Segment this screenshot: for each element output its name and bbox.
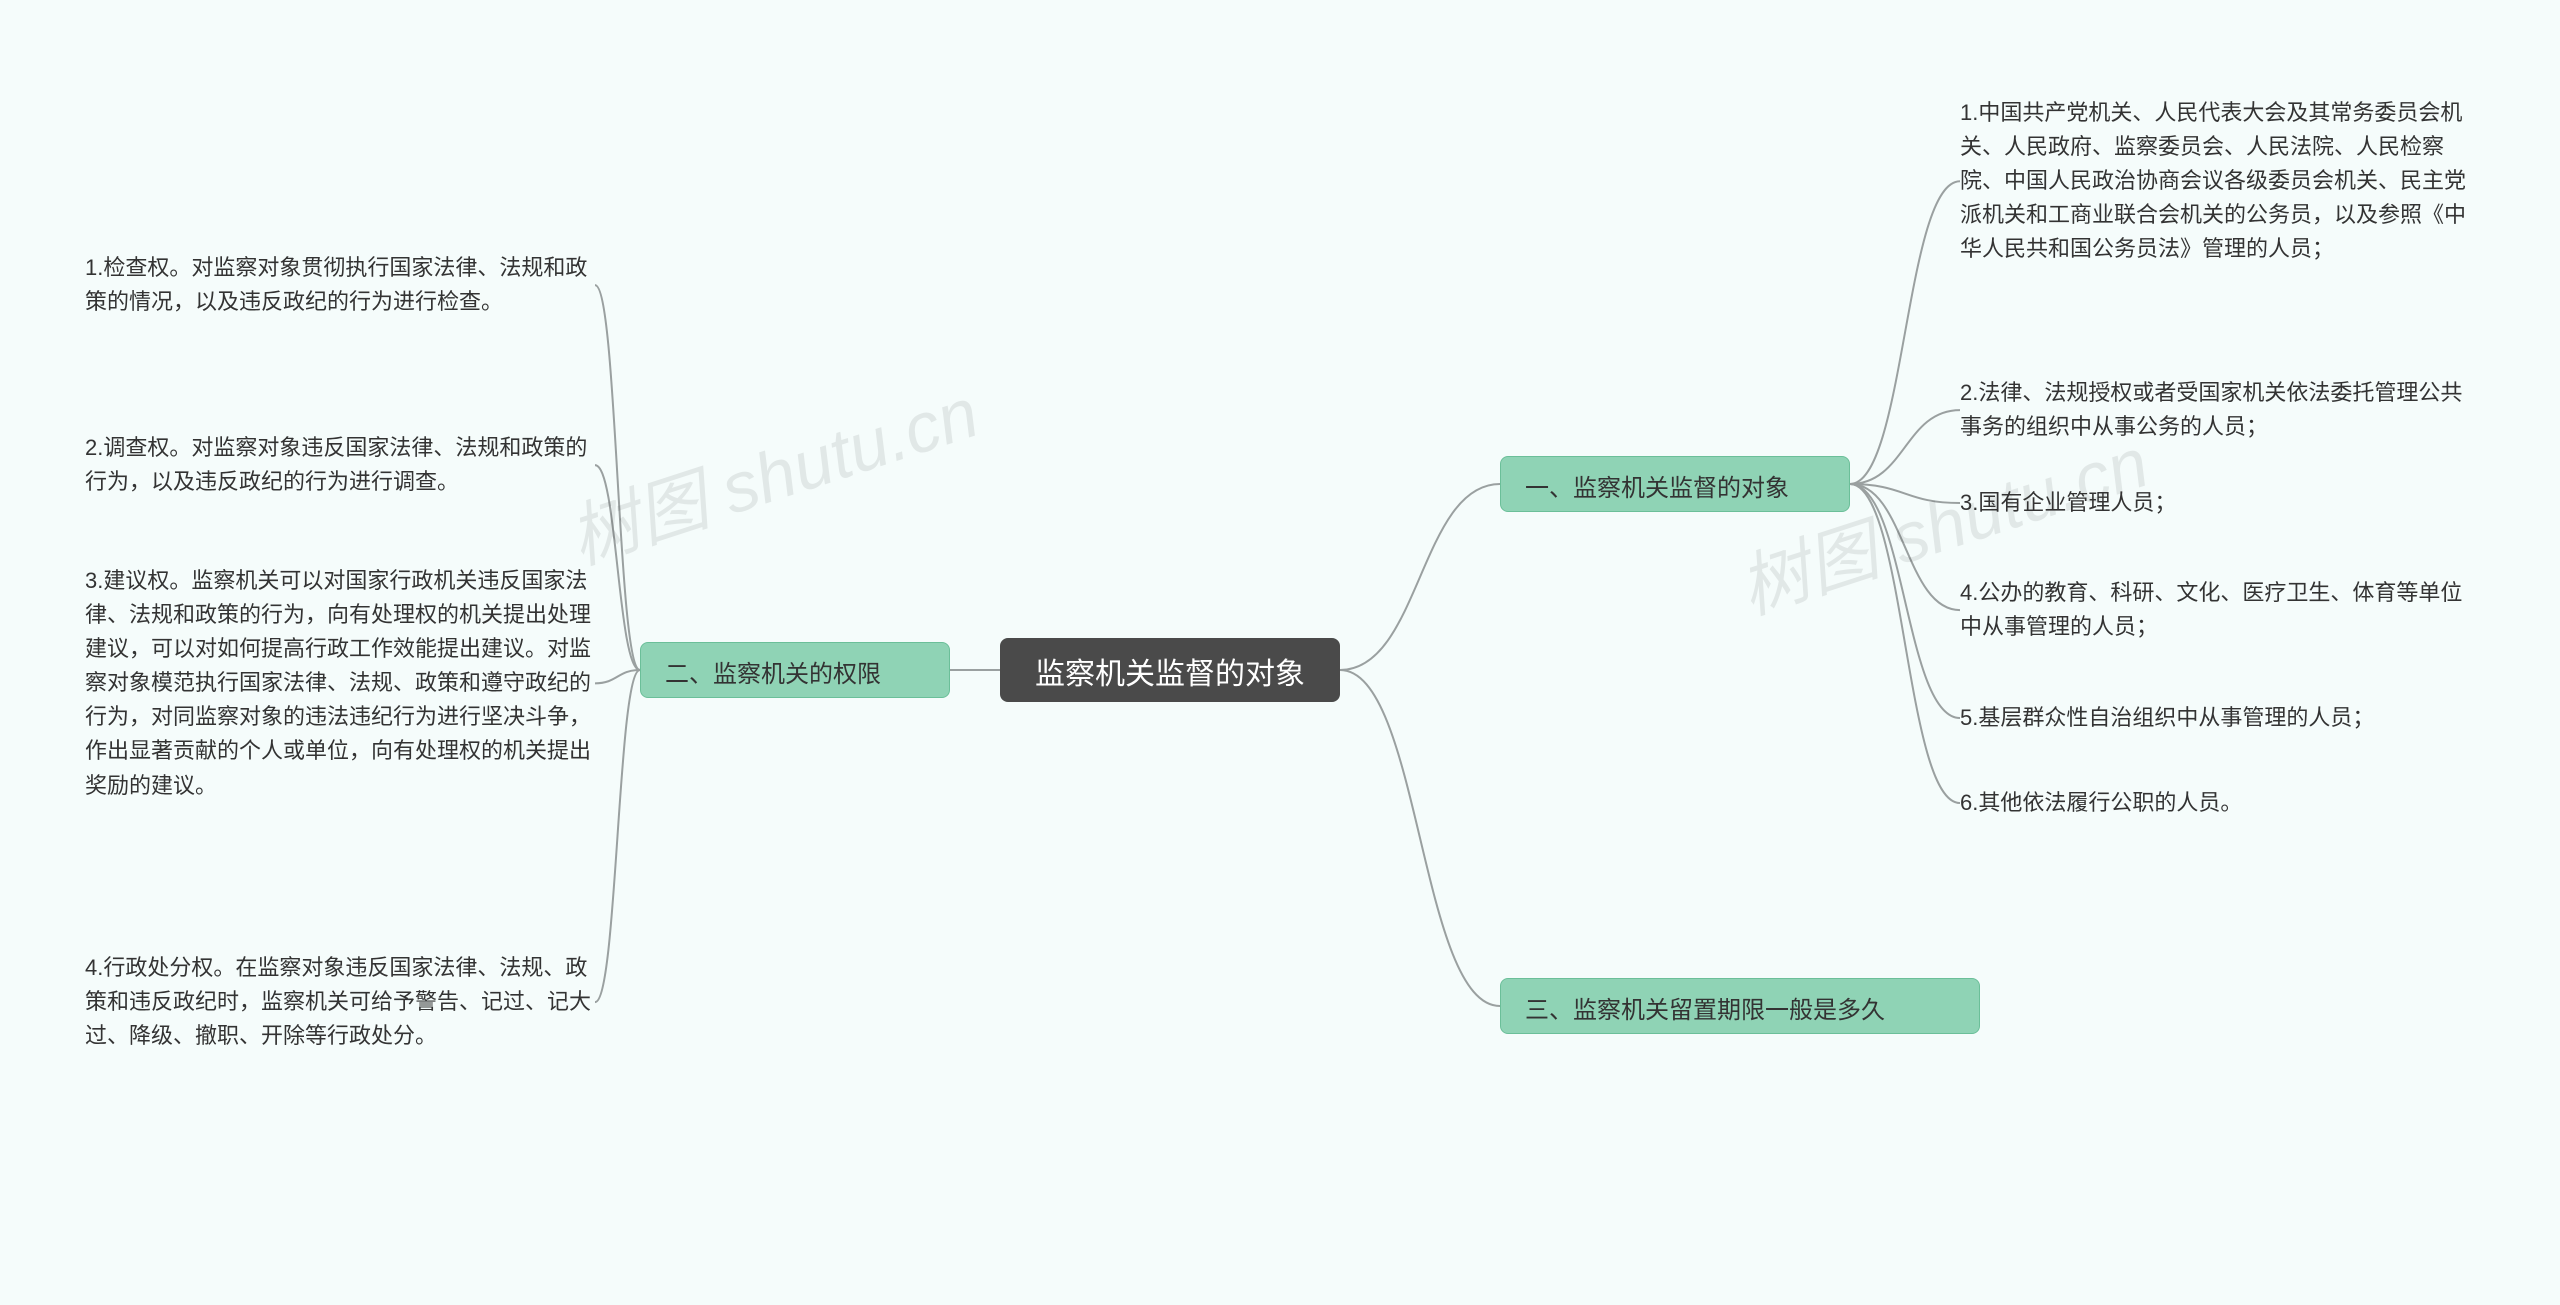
mindmap-canvas: 树图 shutu.cn 树图 shutu.cn 监察机关监督的对象 一、监察机关…	[0, 0, 2560, 1305]
leaf-node[interactable]: 1.检查权。对监察对象贯彻执行国家法律、法规和政策的情况，以及违反政纪的行为进行…	[85, 245, 595, 325]
leaf-node[interactable]: 2.调查权。对监察对象违反国家法律、法规和政策的行为，以及违反政纪的行为进行调查…	[85, 425, 595, 505]
branch-node-3[interactable]: 三、监察机关留置期限一般是多久	[1500, 978, 1980, 1034]
leaf-node[interactable]: 6.其他依法履行公职的人员。	[1960, 780, 2480, 826]
watermark: 树图 shutu.cn	[555, 357, 990, 584]
root-node[interactable]: 监察机关监督的对象	[1000, 638, 1340, 702]
leaf-node[interactable]: 4.行政处分权。在监察对象违反国家法律、法规、政策和违反政纪时，监察机关可给予警…	[85, 945, 595, 1059]
leaf-node[interactable]: 4.公办的教育、科研、文化、医疗卫生、体育等单位中从事管理的人员；	[1960, 570, 2480, 650]
leaf-node[interactable]: 5.基层群众性自治组织中从事管理的人员；	[1960, 695, 2480, 741]
leaf-node[interactable]: 3.国有企业管理人员；	[1960, 480, 2480, 526]
branch-node-2[interactable]: 二、监察机关的权限	[640, 642, 950, 698]
branch-node-1[interactable]: 一、监察机关监督的对象	[1500, 456, 1850, 512]
leaf-node[interactable]: 2.法律、法规授权或者受国家机关依法委托管理公共事务的组织中从事公务的人员；	[1960, 370, 2480, 450]
leaf-node[interactable]: 3.建议权。监察机关可以对国家行政机关违反国家法律、法规和政策的行为，向有处理权…	[85, 558, 595, 809]
leaf-node[interactable]: 1.中国共产党机关、人民代表大会及其常务委员会机关、人民政府、监察委员会、人民法…	[1960, 90, 2480, 272]
